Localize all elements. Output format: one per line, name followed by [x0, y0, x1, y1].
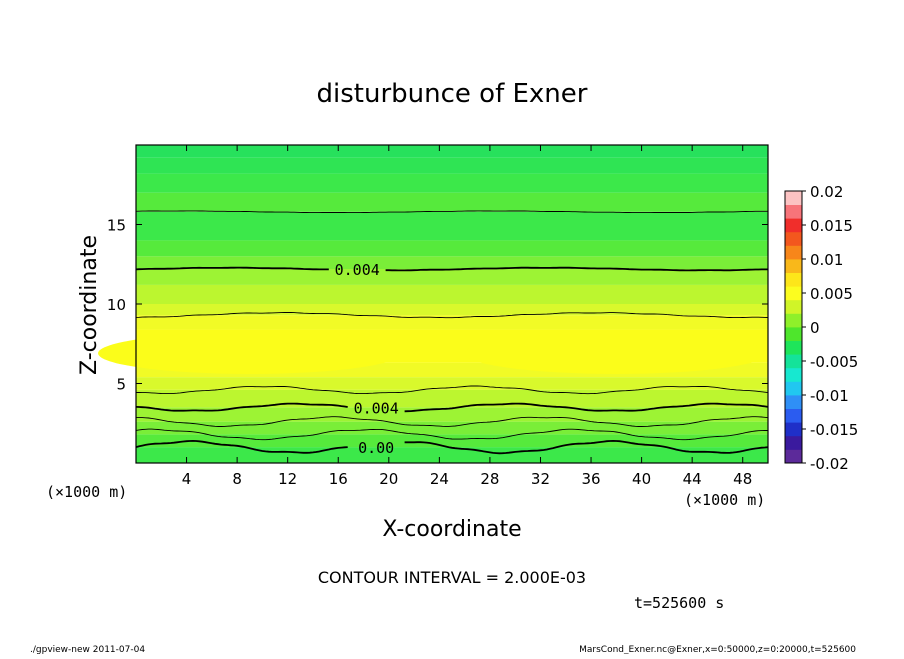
color-band [136, 434, 768, 448]
x-tick-label: 8 [232, 470, 242, 488]
y-tick-label: 5 [116, 376, 126, 394]
x-tick-label: 12 [278, 470, 297, 488]
x-tick-label: 16 [329, 470, 348, 488]
colorbar-swatch [785, 245, 802, 260]
x-axis: 4 8 12 16 20 24 28 32 36 40 44 48 [182, 145, 752, 488]
colorbar-swatch [785, 435, 802, 450]
contour-line [135, 439, 769, 455]
contour-lines: 0.00 0.004 0.004 [135, 210, 769, 457]
x-axis-label: X-coordinate [382, 517, 521, 542]
y-tick-label: 15 [107, 217, 126, 235]
colorbar-swatch [785, 408, 802, 423]
colorbar-swatch [785, 313, 802, 328]
color-band [136, 421, 768, 435]
colorbar-tick-label: -0.005 [810, 353, 858, 371]
colorbar-swatch [785, 340, 802, 355]
contour-label: 0.004 [354, 399, 399, 417]
color-band [136, 389, 768, 408]
color-band [136, 211, 768, 225]
colorbar-swatch [785, 327, 802, 341]
footer-right: MarsCond_Exner.nc@Exner,x=0:50000,z=0:20… [579, 645, 856, 654]
colorbar-tick-label: -0.01 [810, 387, 849, 405]
y-axis: 5 10 15 [107, 217, 768, 394]
color-band [136, 145, 768, 158]
x-tick-label: 48 [733, 470, 752, 488]
contour-line [135, 312, 769, 319]
colorbar-tick-label: -0.02 [810, 455, 849, 473]
color-band [136, 224, 768, 241]
colorbar-swatch [785, 422, 802, 437]
contour-label: 0.00 [358, 439, 394, 457]
color-band [136, 284, 768, 304]
plot-area [98, 145, 768, 463]
colorbar-tick-label: 0.005 [810, 285, 853, 303]
colorbar-swatch [785, 231, 802, 246]
colorbar-swatch [785, 272, 802, 287]
footer-left: ./gpview-new 2011-07-04 [30, 645, 145, 654]
colorbar-swatch [785, 218, 802, 233]
color-band [136, 315, 768, 330]
colorbar-swatch [785, 259, 802, 273]
colorbar-swatch [785, 395, 802, 409]
x-tick-label: 24 [430, 470, 449, 488]
colorbar-swatch [785, 367, 802, 382]
x-tick-label: 20 [379, 470, 398, 488]
color-band [136, 447, 768, 463]
color-band [136, 240, 768, 257]
x-tick-label: 40 [632, 470, 651, 488]
contour-line [135, 210, 768, 214]
colorbar-swatch [785, 299, 802, 314]
core-region [98, 332, 402, 374]
contour-line [135, 402, 769, 413]
colorbar-tick-label: 0.02 [810, 183, 843, 201]
y-axis-label: Z-coordinate [77, 235, 102, 375]
contour-line [135, 266, 768, 272]
x-tick-label: 36 [581, 470, 600, 488]
color-band [136, 157, 768, 174]
colorbar: 0.02 0.015 0.01 0.005 0 -0.005 -0.01 -0.015 -0.0… [784, 183, 858, 473]
contour-label: 0.004 [335, 261, 380, 279]
color-band [136, 269, 768, 285]
contour-line [136, 385, 769, 395]
chart-title: disturbunce of Exner [317, 79, 588, 109]
x-tick-label: 28 [480, 470, 499, 488]
x-tick-label: 4 [182, 470, 192, 488]
contour-line [135, 428, 768, 441]
color-band [136, 256, 768, 270]
color-band [136, 377, 768, 390]
colorbar-swatch [785, 204, 802, 219]
x-tick-label: 32 [531, 470, 550, 488]
time-label: t=525600 s [634, 594, 724, 612]
color-band [136, 304, 768, 316]
colorbar-tick-label: -0.015 [810, 421, 858, 439]
core-region [464, 332, 768, 374]
color-band [136, 192, 768, 212]
colorbar-tick-label: 0.01 [810, 251, 843, 269]
colorbar-swatch [785, 286, 802, 301]
colorbar-swatch [785, 191, 802, 205]
x-unit-right: (×1000 m) [684, 491, 765, 509]
colorbar-tick-label: 0.015 [810, 217, 853, 235]
x-unit-left: (×1000 m) [46, 483, 127, 501]
colorbar-swatch [785, 449, 802, 464]
colorbar-swatch [785, 354, 802, 369]
colorbar-tick-label: 0 [810, 319, 820, 337]
contour-interval: CONTOUR INTERVAL = 2.000E-03 [318, 568, 586, 587]
contour-line [136, 416, 769, 427]
y-tick-label: 10 [107, 296, 126, 314]
colorbar-swatch [785, 381, 802, 396]
color-band [136, 173, 768, 193]
x-tick-label: 44 [683, 470, 702, 488]
